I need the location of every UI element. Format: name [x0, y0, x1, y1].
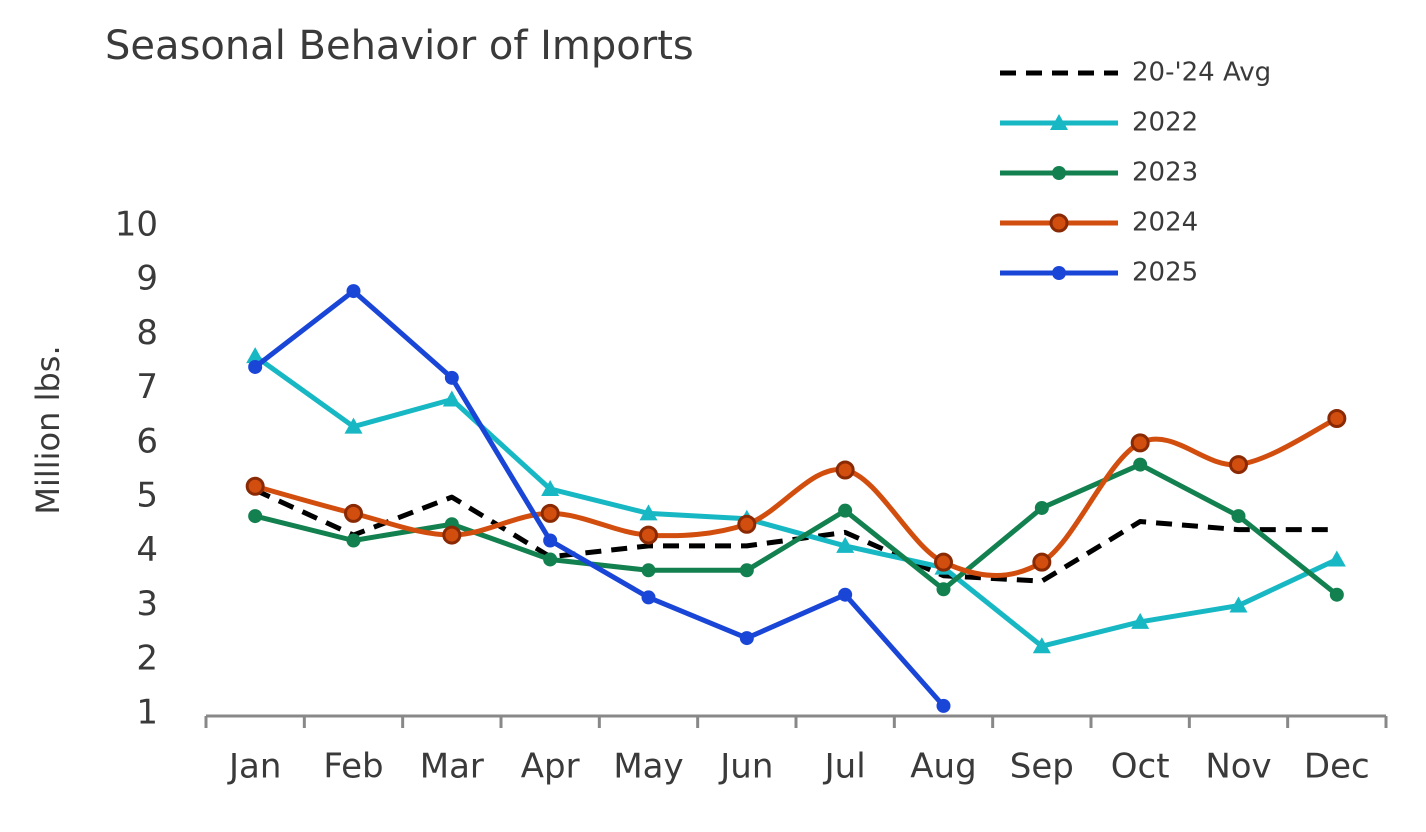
- marker: [344, 503, 363, 523]
- legend-marker: [1050, 114, 1068, 130]
- marker: [1327, 408, 1347, 428]
- legend-label: 2022: [1132, 108, 1198, 138]
- marker: [838, 587, 853, 602]
- x-tick-label: Mar: [420, 747, 484, 787]
- legend-label: 20-'24 Avg: [1132, 58, 1271, 88]
- marker: [248, 509, 263, 524]
- legend-marker: [1052, 166, 1066, 180]
- marker: [1133, 457, 1148, 472]
- y-tick-label: 8: [136, 313, 158, 353]
- data-line: [253, 288, 946, 708]
- x-tick-label: Nov: [1205, 747, 1271, 787]
- chart-title: Seasonal Behavior of Imports: [105, 23, 694, 69]
- marker: [739, 631, 754, 646]
- marker: [1130, 433, 1150, 453]
- x-tick-label: Jan: [227, 747, 281, 787]
- data-line: [254, 462, 1339, 597]
- y-tick-label: 6: [136, 421, 158, 461]
- data-line: [254, 487, 1337, 584]
- marker: [442, 390, 461, 407]
- marker: [344, 417, 363, 434]
- marker: [543, 552, 558, 567]
- marker: [442, 525, 462, 545]
- marker: [836, 536, 855, 553]
- y-tick-label: 1: [136, 693, 158, 733]
- y-tick-label: 5: [136, 476, 158, 516]
- marker: [1032, 637, 1051, 654]
- legend-label: 2025: [1132, 258, 1198, 288]
- marker: [346, 533, 361, 548]
- legend-label: 2024: [1132, 208, 1198, 238]
- marker: [543, 533, 558, 548]
- marker: [739, 563, 754, 578]
- legend-marker: [1052, 266, 1066, 280]
- x-tick-label: Dec: [1304, 747, 1370, 787]
- y-axis-label: Million lbs.: [29, 345, 67, 514]
- y-tick-label: 10: [115, 205, 158, 245]
- marker: [1034, 500, 1049, 515]
- marker: [1327, 550, 1346, 567]
- legend-label: 2023: [1132, 158, 1198, 188]
- x-tick-label: Apr: [521, 747, 580, 787]
- marker: [444, 370, 459, 385]
- marker: [1131, 612, 1150, 629]
- marker: [639, 504, 658, 521]
- marker: [639, 525, 658, 545]
- marker: [737, 514, 757, 534]
- marker: [835, 460, 855, 480]
- legend-marker: [1049, 213, 1069, 233]
- x-tick-label: Oct: [1111, 747, 1170, 787]
- marker: [1329, 587, 1344, 602]
- marker: [936, 582, 951, 597]
- marker: [1229, 596, 1248, 613]
- marker: [1229, 455, 1248, 475]
- marker: [246, 347, 265, 364]
- marker: [540, 503, 560, 523]
- x-tick-label: Aug: [910, 747, 976, 787]
- data-line: [254, 416, 1338, 578]
- y-tick-label: 7: [136, 367, 158, 407]
- data-line: [253, 354, 1338, 649]
- marker: [541, 479, 560, 496]
- x-tick-label: May: [613, 747, 683, 787]
- y-tick-label: 4: [136, 530, 158, 570]
- marker: [1231, 509, 1246, 524]
- x-tick-label: Jul: [823, 747, 866, 787]
- marker: [838, 503, 853, 518]
- marker: [936, 698, 951, 713]
- y-tick-label: 2: [136, 638, 158, 678]
- x-tick-label: Jun: [718, 747, 773, 787]
- marker: [934, 552, 953, 572]
- marker: [245, 476, 265, 496]
- marker: [641, 563, 656, 578]
- x-tick-label: Feb: [323, 747, 383, 787]
- marker: [346, 284, 361, 299]
- marker: [1032, 552, 1052, 572]
- x-tick-label: Sep: [1010, 747, 1074, 787]
- y-tick-label: 3: [136, 584, 158, 624]
- y-tick-label: 9: [136, 259, 158, 299]
- marker: [248, 359, 263, 374]
- marker: [641, 590, 656, 605]
